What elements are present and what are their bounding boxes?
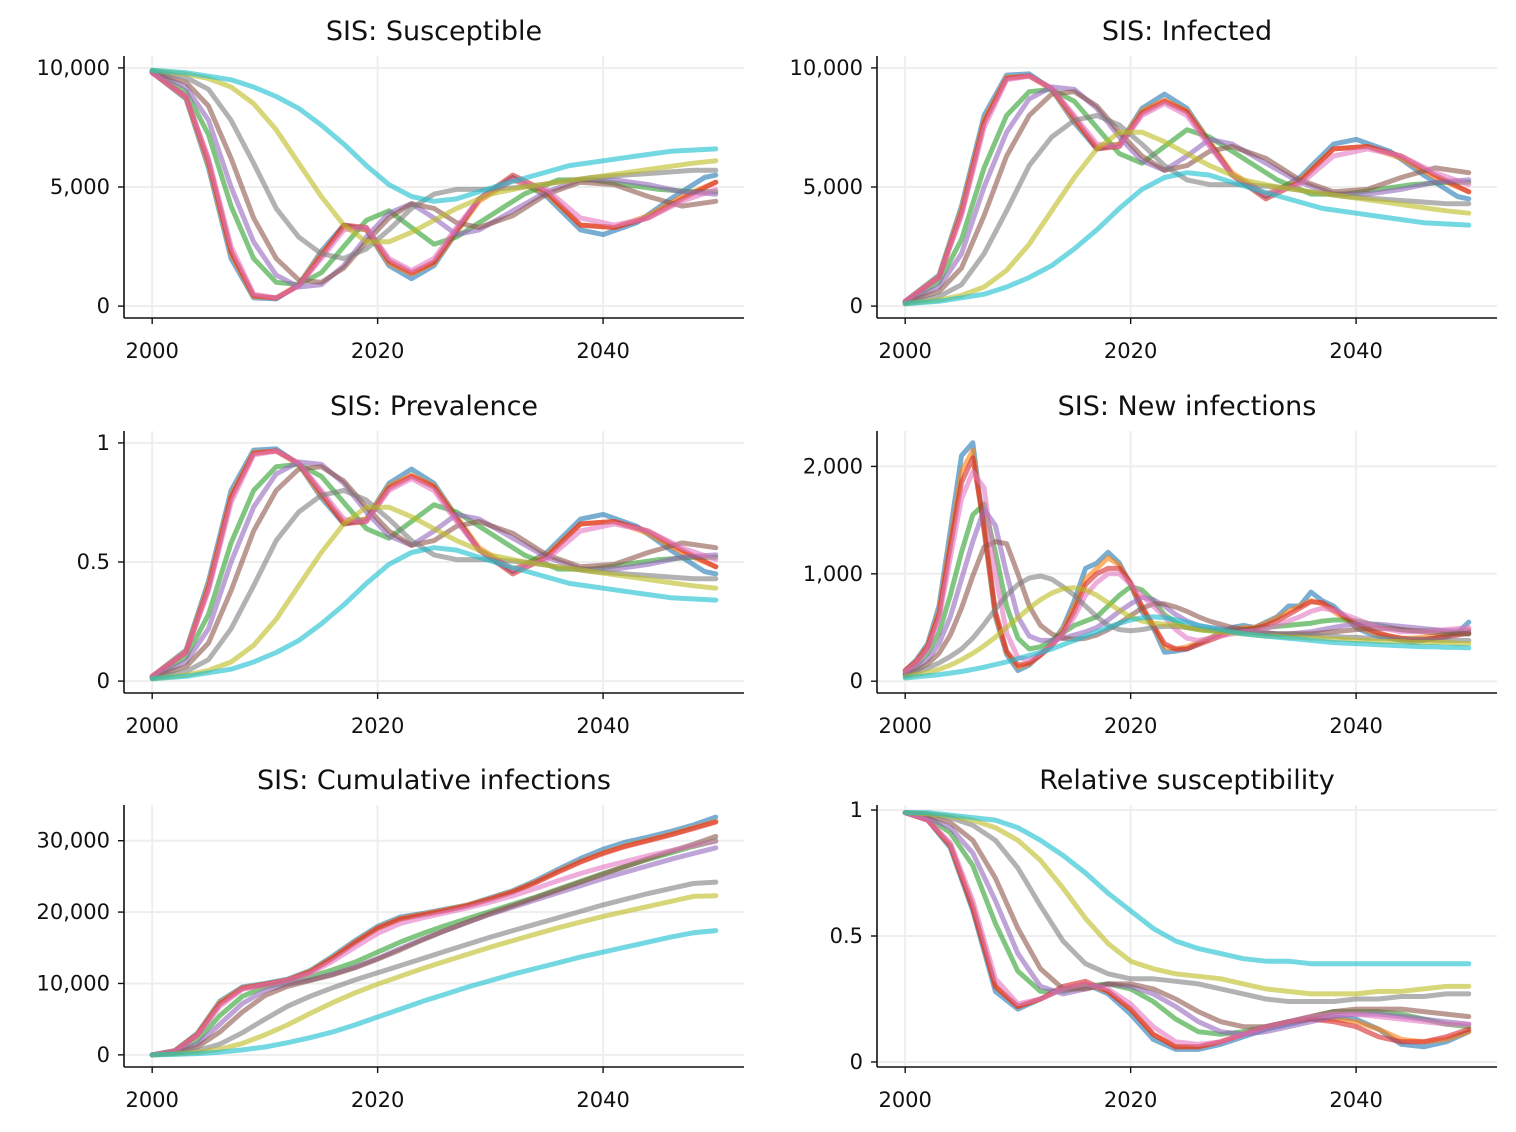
series-line-9 (149, 893, 719, 1058)
y-tick-label: 1,000 (803, 562, 863, 586)
y-tick-label: 1 (850, 798, 863, 822)
series-line-6 (902, 810, 1472, 1030)
series-line-7 (149, 448, 719, 679)
series-line-6 (902, 89, 1472, 305)
y-tick-label: 0 (850, 1050, 863, 1074)
y-tick-label: 0.5 (830, 924, 863, 948)
y-tick-label: 20,000 (37, 900, 110, 924)
y-tick-label: 2,000 (803, 454, 863, 478)
x-tick-label: 2020 (1104, 1088, 1157, 1112)
panel-sis-susceptible: 2000 2020 2040 0 5,000 10,000 SIS: Susceptible (37, 16, 744, 363)
y-tick-label: 0 (97, 1043, 110, 1067)
series-line-9 (902, 129, 1472, 307)
panel-sis-prevalence: 2000 2020 2040 0 0.5 1 SIS: Prevalence (77, 391, 744, 738)
series-line-10 (902, 810, 1472, 967)
y-tick-label: 10,000 (37, 971, 110, 995)
series-line-3 (902, 810, 1472, 1037)
series-line-8 (149, 879, 719, 1058)
y-tick-label: 30,000 (37, 829, 110, 853)
x-tick-label: 2020 (351, 1088, 404, 1112)
series-line-7 (902, 469, 1472, 674)
series-line-10 (902, 614, 1472, 681)
series-line-6 (149, 69, 719, 285)
series-line-7 (149, 838, 719, 1058)
chart-title: SIS: Infected (1102, 16, 1272, 47)
series-line-6 (149, 833, 719, 1058)
chart-title: SIS: Cumulative infections (257, 765, 611, 796)
series-line-7 (902, 810, 1472, 1047)
y-tick-label: 0 (850, 294, 863, 318)
series-line-9 (902, 585, 1472, 680)
x-tick-label: 2020 (351, 339, 404, 363)
y-tick-label: 0 (97, 669, 110, 693)
x-tick-label: 2040 (576, 1088, 629, 1112)
series-line-4 (902, 810, 1472, 1050)
chart-title: SIS: Susceptible (326, 16, 542, 47)
panel-sis-cumulative-infections: 2000 2020 2040 0 10,000 20,000 30,000 SIS: Cumu… (37, 765, 744, 1112)
x-tick-label: 2040 (1329, 1088, 1382, 1112)
series-line-5 (149, 845, 719, 1058)
panel-relative-susceptibility: 2000 2020 2040 0 0.5 1 Relative susceptibility (830, 765, 1497, 1112)
x-tick-label: 2040 (576, 714, 629, 738)
series-line-8 (149, 67, 719, 261)
chart-title: SIS: Prevalence (330, 391, 538, 422)
x-tick-label: 2020 (351, 714, 404, 738)
y-tick-label: 0 (850, 669, 863, 693)
x-tick-label: 2040 (576, 339, 629, 363)
series-line-9 (149, 504, 719, 682)
y-tick-label: 1 (97, 431, 110, 455)
series-line-8 (902, 810, 1472, 1004)
x-tick-label: 2000 (878, 339, 931, 363)
series-line-6 (149, 464, 719, 680)
series-line-10 (149, 545, 719, 682)
x-tick-label: 2020 (1104, 714, 1157, 738)
series-line-7 (902, 73, 1472, 304)
y-tick-label: 0 (97, 294, 110, 318)
chart-title: SIS: New infections (1058, 391, 1317, 422)
x-tick-label: 2040 (1329, 339, 1382, 363)
x-tick-label: 2020 (1104, 339, 1157, 363)
series-line-9 (149, 67, 719, 245)
series-line-8 (149, 488, 719, 682)
series-line-4 (902, 455, 1472, 673)
chart-title: Relative susceptibility (1039, 765, 1335, 796)
series-line-5 (902, 810, 1472, 1037)
x-tick-label: 2000 (125, 1088, 178, 1112)
x-tick-label: 2000 (125, 339, 178, 363)
series-line-8 (902, 113, 1472, 307)
x-tick-label: 2000 (878, 714, 931, 738)
series-line-9 (902, 810, 1472, 997)
y-tick-label: 0.5 (77, 550, 110, 574)
y-tick-label: 5,000 (50, 175, 110, 199)
y-tick-label: 5,000 (803, 175, 863, 199)
panel-sis-new-infections: 2000 2020 2040 0 1,000 2,000 SIS: New infectio… (803, 391, 1497, 738)
panel-sis-infected: 2000 2020 2040 0 5,000 10,000 SIS: Infected (790, 16, 1497, 363)
series-line-10 (902, 170, 1472, 307)
series-line-10 (149, 928, 719, 1058)
x-tick-label: 2000 (878, 1088, 931, 1112)
series-line-7 (149, 70, 719, 301)
y-tick-label: 10,000 (37, 56, 110, 80)
x-tick-label: 2000 (125, 714, 178, 738)
series-line-10 (149, 67, 719, 204)
y-tick-label: 10,000 (790, 56, 863, 80)
x-tick-label: 2040 (1329, 714, 1382, 738)
